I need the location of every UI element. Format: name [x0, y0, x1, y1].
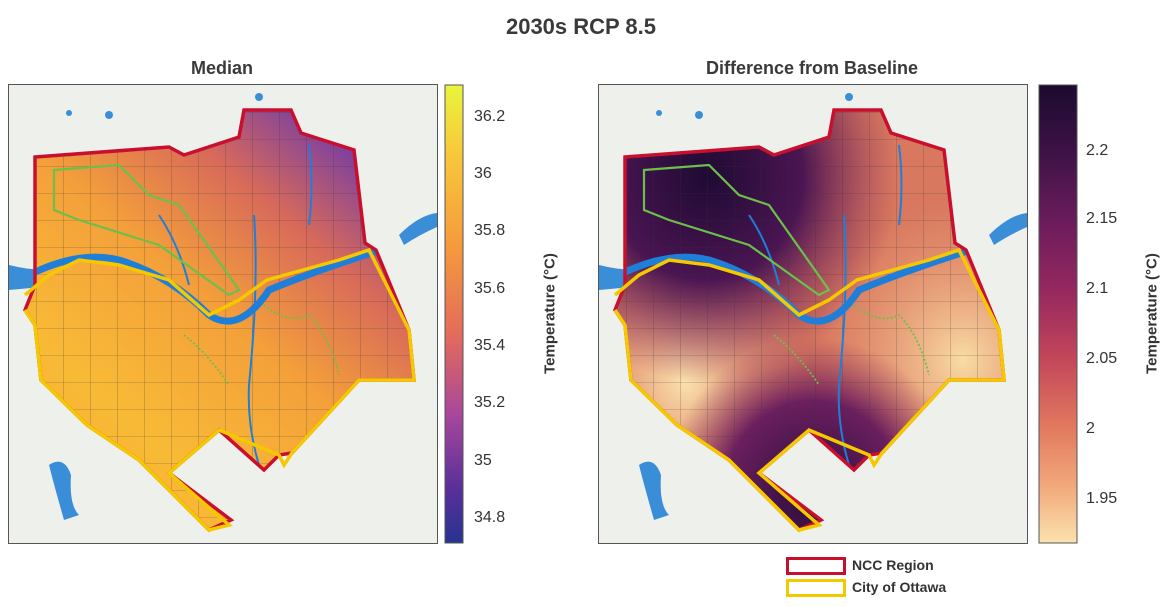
colorbar-left-tick: 34.8	[474, 509, 506, 526]
colorbar-left-tick: 36	[474, 165, 492, 182]
legend-swatch-ottawa	[786, 579, 846, 597]
colorbar-right-label: Temperature (°C)	[1143, 253, 1161, 374]
colorbar-left-tick: 35.4	[474, 337, 506, 354]
difference-colorbar	[1038, 84, 1078, 544]
difference-map-svg	[599, 85, 1027, 543]
colorbar-left-tick: 36.2	[474, 108, 506, 125]
colorbar-left-label: Temperature (°C)	[541, 253, 559, 374]
colorbar-left-tick: 35	[474, 452, 492, 469]
legend-swatch-ncc	[786, 557, 846, 575]
ottawa-outline-left	[23, 247, 416, 532]
colorbar-right-tick: 2.15	[1086, 210, 1118, 227]
legend-label-ncc: NCC Region	[852, 557, 934, 573]
legend-label-ottawa: City of Ottawa	[852, 579, 947, 595]
colorbar-left-tick: 35.6	[474, 280, 506, 297]
left-panel-title: Median	[190, 58, 253, 78]
right-panel-title: Difference from Baseline	[705, 58, 919, 78]
median-colorbar	[444, 84, 464, 544]
colorbar-right-tick: 2.05	[1086, 350, 1118, 367]
figure-title: 2030s RCP 8.5	[505, 14, 657, 39]
colorbar-left-tick: 35.2	[474, 394, 506, 411]
difference-temperature-map[interactable]	[598, 84, 1028, 544]
ottawa-outline-right	[613, 247, 1006, 532]
colorbar-right-tick: 2	[1086, 420, 1095, 437]
colorbar-left-tick: 35.8	[474, 222, 506, 239]
colorbar-right-tick: 2.2	[1086, 142, 1109, 159]
colorbar-right-tick: 2.1	[1086, 280, 1109, 297]
colorbar-right-tick: 1.95	[1086, 490, 1118, 507]
median-map-svg	[9, 85, 437, 543]
median-temperature-map[interactable]	[8, 84, 438, 544]
